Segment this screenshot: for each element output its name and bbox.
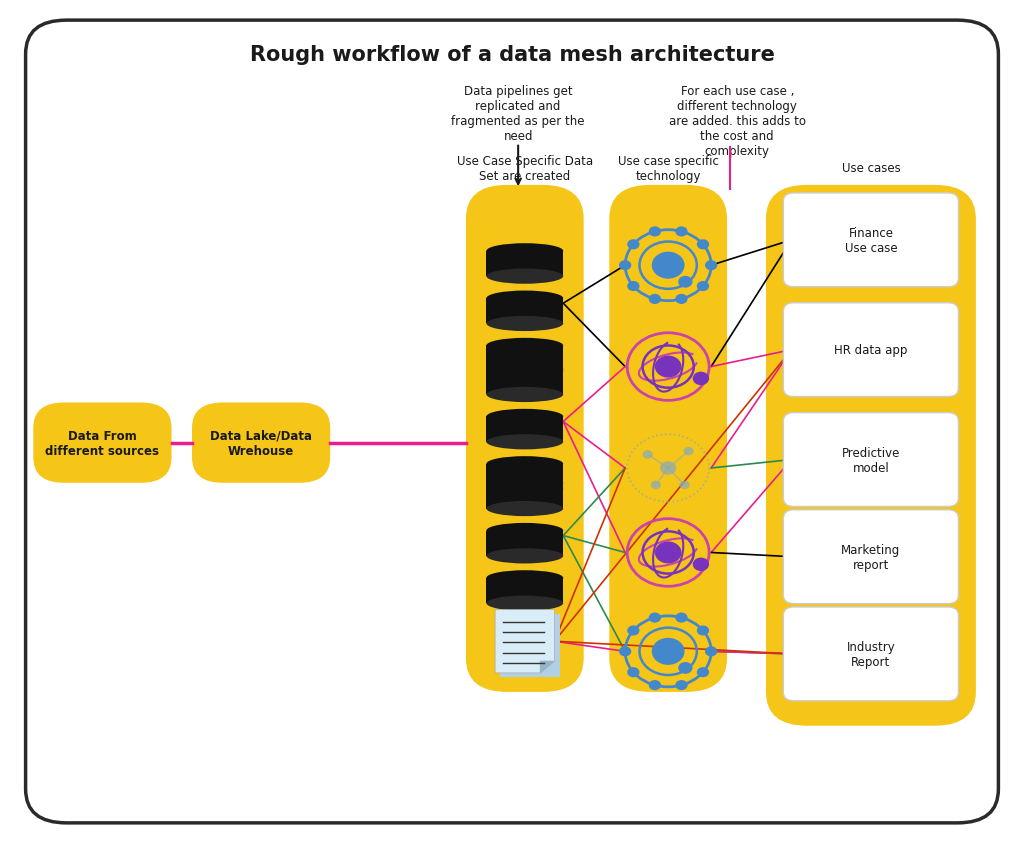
Circle shape: [692, 372, 709, 386]
Ellipse shape: [486, 571, 563, 586]
Polygon shape: [541, 662, 555, 674]
Ellipse shape: [486, 501, 563, 517]
Bar: [486, 464, 563, 490]
FancyBboxPatch shape: [783, 608, 958, 701]
Ellipse shape: [486, 387, 563, 403]
Circle shape: [628, 240, 640, 250]
Circle shape: [705, 261, 717, 271]
Circle shape: [651, 252, 684, 279]
Bar: [486, 531, 563, 556]
Circle shape: [678, 277, 692, 289]
Circle shape: [692, 558, 709, 571]
Circle shape: [649, 227, 662, 237]
Ellipse shape: [486, 523, 563, 538]
Ellipse shape: [486, 244, 563, 259]
Bar: [486, 370, 563, 395]
Ellipse shape: [486, 409, 563, 425]
Circle shape: [655, 356, 682, 378]
Circle shape: [618, 261, 631, 271]
Circle shape: [675, 680, 687, 690]
Circle shape: [696, 668, 709, 678]
FancyBboxPatch shape: [783, 510, 958, 604]
FancyBboxPatch shape: [26, 21, 998, 823]
Circle shape: [649, 295, 662, 305]
FancyBboxPatch shape: [466, 186, 584, 692]
Circle shape: [655, 542, 682, 564]
FancyBboxPatch shape: [766, 186, 976, 726]
Circle shape: [696, 625, 709, 636]
Ellipse shape: [486, 338, 563, 354]
FancyBboxPatch shape: [500, 614, 559, 677]
Ellipse shape: [486, 269, 563, 284]
Circle shape: [643, 451, 653, 459]
Circle shape: [628, 668, 640, 678]
Ellipse shape: [486, 291, 563, 306]
Ellipse shape: [486, 316, 563, 332]
Text: Use cases: Use cases: [842, 162, 900, 176]
FancyBboxPatch shape: [783, 194, 958, 288]
FancyBboxPatch shape: [609, 186, 727, 692]
Circle shape: [628, 625, 640, 636]
Ellipse shape: [486, 596, 563, 611]
Polygon shape: [495, 610, 555, 674]
Text: HR data app: HR data app: [835, 344, 907, 357]
FancyBboxPatch shape: [783, 413, 958, 506]
Text: Industry
Report: Industry Report: [847, 640, 895, 668]
Circle shape: [649, 680, 662, 690]
Ellipse shape: [486, 435, 563, 450]
Circle shape: [675, 227, 687, 237]
Text: Data From
different sources: Data From different sources: [45, 429, 160, 457]
Bar: [486, 252, 563, 277]
Ellipse shape: [486, 549, 563, 564]
Bar: [486, 484, 563, 509]
Ellipse shape: [486, 476, 563, 491]
Text: Use case specific
technology: Use case specific technology: [617, 154, 719, 183]
Bar: [486, 299, 563, 324]
Ellipse shape: [486, 482, 563, 497]
Ellipse shape: [486, 364, 563, 379]
Circle shape: [675, 295, 687, 305]
Text: Finance
Use case: Finance Use case: [845, 226, 897, 255]
Text: For each use case ,
different technology
are added. this adds to
the cost and
co: For each use case , different technology…: [669, 84, 806, 157]
Text: Marketing
report: Marketing report: [842, 543, 900, 571]
Text: Predictive
model: Predictive model: [842, 446, 900, 474]
Ellipse shape: [486, 457, 563, 472]
Ellipse shape: [486, 362, 563, 377]
Circle shape: [696, 240, 709, 250]
Bar: [486, 578, 563, 603]
Circle shape: [628, 282, 640, 292]
Bar: [486, 417, 563, 442]
Text: Data pipelines get
replicated and
fragmented as per the
need: Data pipelines get replicated and fragme…: [452, 84, 585, 143]
FancyBboxPatch shape: [33, 403, 172, 483]
Circle shape: [680, 481, 690, 490]
FancyBboxPatch shape: [783, 304, 958, 398]
Text: Use Case Specific Data
Set are created: Use Case Specific Data Set are created: [457, 154, 593, 183]
Text: Data Lake/Data
Wrehouse: Data Lake/Data Wrehouse: [210, 429, 312, 457]
Circle shape: [696, 282, 709, 292]
Circle shape: [618, 647, 631, 657]
Circle shape: [705, 647, 717, 657]
FancyBboxPatch shape: [193, 403, 330, 483]
Bar: [486, 346, 563, 371]
Circle shape: [651, 638, 684, 665]
Circle shape: [675, 613, 687, 623]
Circle shape: [651, 481, 662, 490]
Circle shape: [659, 462, 676, 475]
Circle shape: [649, 613, 662, 623]
Circle shape: [678, 663, 692, 674]
Circle shape: [684, 447, 694, 456]
Text: Rough workflow of a data mesh architecture: Rough workflow of a data mesh architectu…: [250, 45, 774, 65]
